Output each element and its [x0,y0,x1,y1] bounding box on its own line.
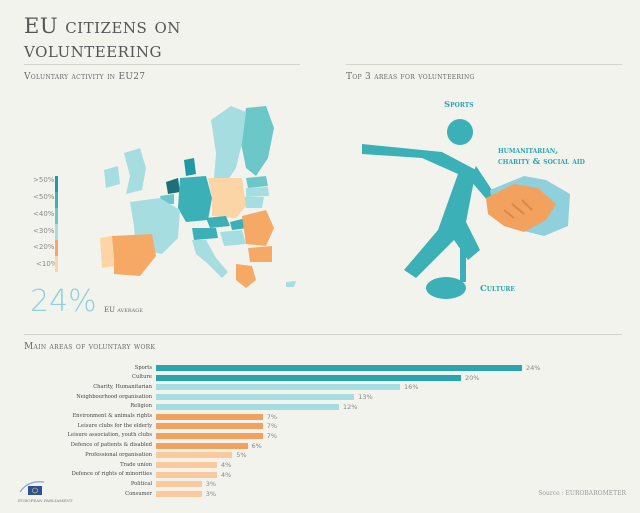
bar-category-label: Neighbourhood organisation [76,393,152,400]
bar-value-label: 6% [251,441,262,450]
parliament-logo [19,481,45,495]
country-czech [206,216,230,228]
country-poland [208,178,246,218]
bar-value-label: 24% [526,364,541,372]
country-estonia [246,176,268,188]
bar-category-label: Political [130,480,152,487]
bar-value-label: 5% [236,451,247,460]
legend-color-scale [55,176,58,272]
eu-average-value: 24% [30,284,97,319]
bar [156,423,263,430]
country-romania [242,210,274,246]
title-line-1: EU citizens on [24,14,181,38]
legend-label: >50% [33,176,55,184]
country-uk [124,148,146,194]
country-germany [178,176,212,222]
bar [156,462,217,468]
country-portugal [100,236,114,268]
bar-category-label: Consumer [125,490,152,497]
top3-label-humanitarian-line2: charity & social aid [498,157,585,167]
top3-label-humanitarian-line1: humanitarian, [498,146,559,156]
country-cyprus [286,281,296,287]
country-netherlands [166,178,180,194]
bar [156,442,248,449]
bar-value-label: 7% [266,422,278,431]
country-bulgaria [248,246,272,262]
bar-value-label: 3% [205,490,217,499]
title-line-2: volunteering [24,38,163,62]
bar-category-label: Charity, Humanitarian [93,383,152,390]
top3-section-heading: Top 3 areas for volunteering [346,72,475,82]
bar [156,365,522,371]
country-sweden [211,106,246,186]
title-rule [24,64,300,65]
country-italy [192,240,228,278]
bar-value-label: 4% [221,461,232,469]
source-note: Source : EUROBAROMETER [538,490,626,497]
bar [156,413,263,420]
legend-label: <10% [36,260,58,268]
bar [156,374,461,381]
music-note-icon [426,208,466,299]
bar [156,452,233,459]
legend-label: <20% [33,243,55,251]
map-section-heading: Voluntary activity in EU27 [24,72,146,82]
bar-value-label: 16% [404,383,419,392]
bar-category-label: Defence of rights of minorities [71,471,152,478]
top3-label-culture: Culture [480,284,515,294]
bar-category-label: Leisure clubs for the elderly [77,422,152,429]
country-hungary [220,230,246,246]
country-greece [236,264,256,288]
bar-category-label: Environment & animals rights [72,413,152,419]
bar-value-label: 20% [465,373,480,382]
eu-map [100,106,296,288]
top3-label-sports: Sports [444,100,474,110]
bar-category-label: Sports [134,364,152,371]
title-rule-right [346,64,622,65]
bar-category-label: Leisure association, youth clubs [67,432,152,439]
bar-category-label: Religion [130,403,152,410]
bar [156,471,217,478]
section-rule [24,334,622,335]
logo-text: EUROPEAN PARLIAMENT [18,498,73,503]
eu-average-label: EU average [104,306,143,314]
bar-category-label: Culture [132,374,152,381]
page-title: EU citizens on volunteering [24,14,181,62]
country-ireland [104,166,120,188]
work-section-heading: Main areas of voluntary work [24,342,156,352]
country-finland [241,106,274,176]
legend-label: <40% [33,210,55,218]
bar-category-label: Defence of patients & disabled [70,442,152,449]
bar-value-label: 7% [266,431,278,440]
bar-category-label: Trade union [120,461,152,468]
bar [156,384,400,391]
top3-label-humanitarian: humanitarian, charity & social aid [498,146,585,168]
bar [156,491,202,498]
bar-value-label: 13% [358,393,373,402]
bar-value-label: 7% [266,412,278,421]
bar [156,394,355,401]
handshake-icon [486,176,570,236]
bar [156,432,263,439]
country-latvia [246,187,269,197]
country-spain [112,234,156,276]
bar-value-label: 4% [221,470,232,479]
bar [156,481,202,488]
bar [156,403,339,410]
bar-value-label: 3% [205,480,217,489]
bar-value-label: 12% [343,402,358,411]
country-austria [192,228,218,240]
legend-label: <50% [33,193,55,201]
country-lithuania [244,197,264,208]
legend-label: <30% [33,227,55,235]
bar-category-label: Professional organisation [85,451,152,458]
country-denmark [184,158,196,176]
